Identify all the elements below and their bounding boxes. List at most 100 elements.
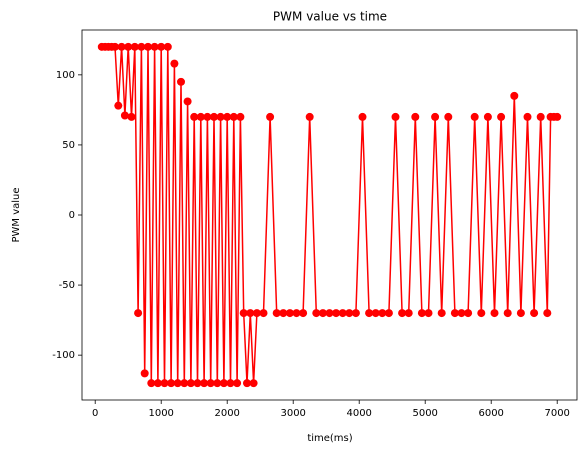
y-tick-label: 0 <box>69 210 75 221</box>
x-axis-label: time(ms) <box>307 433 352 444</box>
data-point <box>223 112 232 121</box>
data-point <box>483 112 492 121</box>
data-point <box>523 112 532 121</box>
x-tick-label: 2000 <box>214 408 239 419</box>
data-point <box>299 309 308 318</box>
data-point <box>378 309 387 318</box>
data-point <box>243 379 251 388</box>
data-point <box>470 112 479 121</box>
data-point <box>345 309 354 318</box>
data-point <box>140 369 149 378</box>
data-point <box>216 112 225 121</box>
data-point <box>130 42 139 51</box>
data-point <box>536 112 545 121</box>
data-point <box>239 309 248 318</box>
data-point <box>117 42 126 51</box>
data-point <box>384 309 393 318</box>
data-point <box>210 112 218 121</box>
data-point <box>226 379 235 388</box>
data-point <box>490 309 499 318</box>
data-point <box>553 112 562 121</box>
data-point <box>279 309 288 318</box>
data-point <box>127 112 136 121</box>
data-point <box>170 59 179 68</box>
x-tick-label: 4000 <box>346 408 371 419</box>
data-point <box>157 42 166 51</box>
data-point <box>124 42 133 51</box>
data-point <box>167 379 176 388</box>
data-point <box>292 309 301 318</box>
x-tick-label: 7000 <box>544 408 569 419</box>
data-line <box>101 46 558 384</box>
data-point <box>259 309 268 318</box>
data-point <box>203 112 212 121</box>
data-point <box>371 309 380 318</box>
data-point <box>477 309 486 318</box>
x-tick-label: 3000 <box>280 408 305 419</box>
data-point <box>318 309 327 318</box>
data-point <box>457 309 466 318</box>
data-point <box>516 309 525 318</box>
data-point <box>431 112 440 121</box>
data-point <box>365 309 374 318</box>
data-point <box>464 309 473 318</box>
data-point <box>510 91 519 100</box>
data-point <box>233 379 242 388</box>
data-point <box>219 379 228 388</box>
data-point <box>137 42 146 51</box>
data-point <box>160 379 169 388</box>
y-axis-label: PWM value <box>11 187 22 242</box>
data-point <box>285 309 294 318</box>
x-tick-label: 6000 <box>478 408 503 419</box>
data-point <box>404 309 413 318</box>
plot-frame <box>81 29 578 401</box>
x-tick-label: 0 <box>92 408 98 419</box>
y-tick-label: -100 <box>52 350 75 361</box>
data-point <box>150 42 159 51</box>
data-point <box>503 309 512 318</box>
data-point <box>312 309 321 318</box>
y-tick-label: 50 <box>62 140 75 151</box>
data-point <box>177 77 185 86</box>
data-point <box>398 309 407 318</box>
data-point <box>332 309 341 318</box>
data-point <box>183 97 192 106</box>
data-point <box>163 42 172 51</box>
data-point <box>249 379 258 388</box>
data-point <box>173 379 182 388</box>
data-point <box>186 379 195 388</box>
data-point <box>147 379 156 388</box>
data-point <box>120 111 129 120</box>
y-tick-label: 100 <box>56 70 75 81</box>
data-point <box>196 112 205 121</box>
data-point <box>213 379 222 388</box>
data-point <box>252 309 261 318</box>
data-point <box>437 309 446 318</box>
data-point <box>246 309 255 318</box>
data-point <box>134 309 143 318</box>
data-point <box>325 309 334 318</box>
data-point <box>180 379 189 388</box>
data-point <box>111 42 119 51</box>
data-point <box>200 379 209 388</box>
data-point <box>229 112 238 121</box>
data-point <box>305 112 314 121</box>
data-point <box>411 112 420 121</box>
data-point <box>153 379 162 388</box>
data-point <box>543 309 552 318</box>
data-point <box>351 309 360 318</box>
data-point <box>266 112 275 121</box>
data-point <box>450 309 459 318</box>
data-point <box>236 112 245 121</box>
data-point <box>272 309 281 318</box>
y-tick-label: -50 <box>59 280 75 291</box>
data-point <box>417 309 426 318</box>
x-tick-label: 5000 <box>412 408 437 419</box>
data-point <box>338 309 347 318</box>
data-point <box>530 309 539 318</box>
data-point <box>391 112 400 121</box>
data-point <box>190 112 199 121</box>
data-point <box>114 101 123 110</box>
data-point <box>444 112 453 121</box>
